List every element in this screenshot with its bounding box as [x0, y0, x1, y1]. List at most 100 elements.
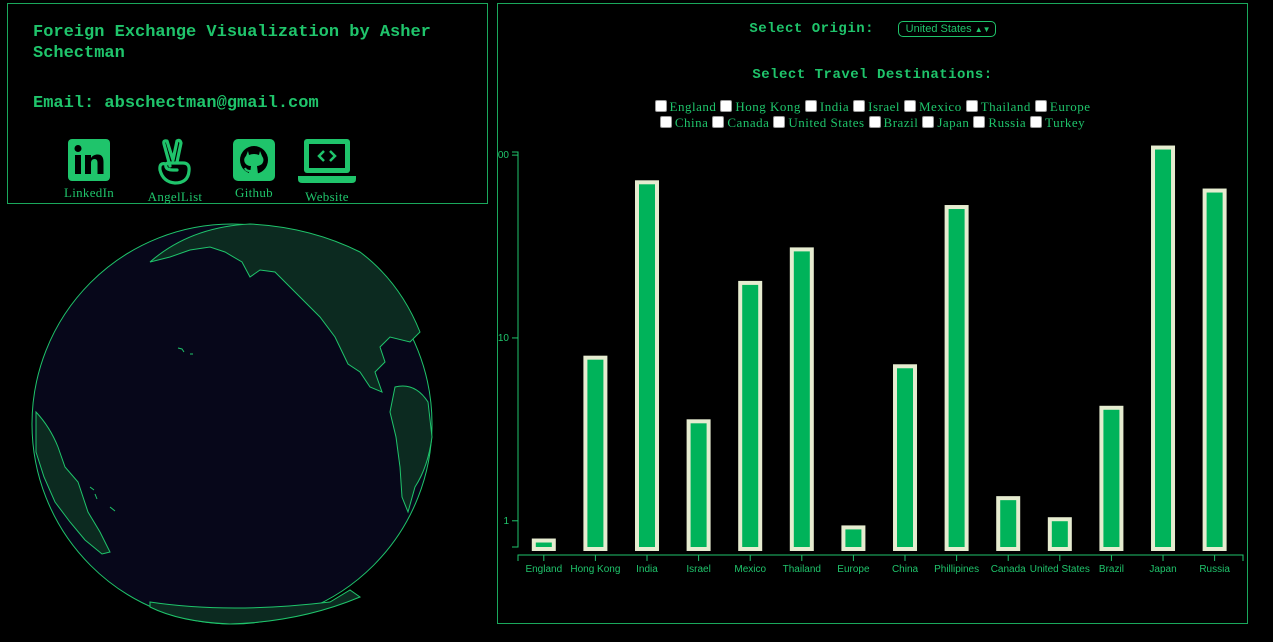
origin-select-value: United States — [905, 22, 972, 35]
globe-map[interactable] — [30, 222, 434, 626]
destination-checkbox-item[interactable]: Japan — [922, 115, 969, 131]
checkbox-label: Europe — [1049, 99, 1091, 114]
checkbox[interactable] — [712, 116, 725, 128]
checkbox[interactable] — [965, 100, 978, 112]
x-tick-label: Canada — [991, 564, 1026, 575]
x-tick-label: England — [525, 564, 562, 575]
checkbox[interactable] — [903, 100, 916, 112]
github-link[interactable]: Github — [214, 138, 294, 201]
destination-checkbox-item[interactable]: Mexico — [903, 99, 962, 115]
website-link[interactable]: Website — [287, 138, 367, 205]
bar[interactable] — [738, 280, 763, 551]
destination-checkbox-item[interactable]: Israel — [853, 99, 900, 115]
checkbox-label: Hong Kong — [735, 99, 801, 114]
bar[interactable] — [583, 355, 608, 551]
bar[interactable] — [686, 419, 711, 551]
origin-label: Select Origin: — [749, 20, 875, 37]
checkbox[interactable] — [868, 116, 881, 128]
checkbox-label: Thailand — [980, 99, 1031, 114]
bar[interactable] — [944, 205, 969, 552]
y-tick-label: 100 — [498, 150, 509, 161]
checkbox[interactable] — [1034, 100, 1047, 112]
destinations-label: Select Travel Destinations: — [752, 67, 993, 83]
bar[interactable] — [635, 180, 660, 552]
x-tick-label: Brazil — [1099, 564, 1124, 575]
destination-checkbox-item[interactable]: Europe — [1034, 99, 1091, 115]
y-tick-label: 1 — [503, 516, 509, 527]
github-icon — [233, 139, 275, 181]
chevron-updown-icon: ▲▼ — [974, 24, 991, 34]
destination-checkbox-item[interactable]: Canada — [712, 115, 769, 131]
checkbox-label: Turkey — [1045, 115, 1086, 130]
destination-checkbox-item[interactable]: Thailand — [965, 99, 1031, 115]
x-tick-label: Phillipines — [934, 564, 979, 575]
info-panel: Foreign Exchange Visualization by Asher … — [7, 3, 488, 204]
origin-select[interactable]: United States ▲▼ — [897, 20, 996, 37]
checkbox[interactable] — [654, 100, 667, 112]
checkbox-label: Brazil — [883, 115, 919, 130]
x-tick-label: Israel — [686, 564, 710, 575]
checkbox-label: Russia — [988, 115, 1027, 130]
y-tick-label: 10 — [498, 333, 509, 344]
destination-checkbox-item[interactable]: Hong Kong — [720, 99, 801, 115]
checkbox[interactable] — [853, 100, 866, 112]
x-tick-label: United States — [1030, 564, 1090, 575]
linkedin-link[interactable]: LinkedIn — [49, 138, 129, 201]
destination-checkbox-item[interactable]: Turkey — [1030, 115, 1085, 131]
destination-checkboxes-row-1: England Hong Kong India Israel Mexico Thailan… — [498, 99, 1247, 115]
bar[interactable] — [1151, 145, 1176, 552]
website-icon — [298, 139, 356, 183]
bar[interactable] — [1047, 517, 1072, 551]
checkbox-label: India — [819, 99, 850, 114]
x-tick-label: Hong Kong — [570, 564, 620, 575]
x-axis — [517, 554, 1244, 561]
x-tick-label: Thailand — [783, 564, 821, 575]
origin-row: Select Origin: United States ▲▼ — [498, 20, 1247, 38]
checkbox[interactable] — [773, 116, 786, 128]
destination-checkboxes-row-2: China Canada United States Brazil Japan Russi… — [498, 115, 1247, 131]
north-america-land — [149, 223, 421, 393]
linkedin-icon — [68, 139, 110, 181]
checkbox[interactable] — [720, 100, 733, 112]
destination-checkbox-item[interactable]: Brazil — [868, 115, 919, 131]
bar-chart: 1 10 100 England Hong Kong India Israel Mexico T… — [498, 145, 1244, 575]
email-text[interactable]: Email: abschectman@gmail.com — [33, 94, 319, 113]
south-america-land — [389, 385, 433, 514]
angellist-icon — [158, 138, 191, 185]
checkbox[interactable] — [659, 116, 672, 128]
australia-land — [35, 410, 111, 555]
checkbox-label: Israel — [868, 99, 900, 114]
page-title: Foreign Exchange Visualization by Asher … — [33, 23, 431, 63]
checkbox-label: United States — [788, 115, 865, 130]
checkbox-label: China — [674, 115, 709, 130]
linkedin-label: LinkedIn — [63, 185, 115, 200]
bar[interactable] — [531, 538, 556, 552]
checkbox[interactable] — [973, 116, 986, 128]
x-tick-label: Mexico — [734, 564, 766, 575]
destination-checkbox-item[interactable]: India — [804, 99, 850, 115]
bar[interactable] — [893, 364, 918, 551]
checkbox[interactable] — [922, 116, 935, 128]
bar[interactable] — [1099, 405, 1124, 551]
bar[interactable] — [1202, 188, 1227, 552]
github-label: Github — [235, 185, 273, 200]
destination-checkbox-item[interactable]: China — [659, 115, 709, 131]
checkbox[interactable] — [804, 100, 817, 112]
destination-checkbox-item[interactable]: Russia — [973, 115, 1026, 131]
bar[interactable] — [996, 496, 1021, 552]
destination-checkbox-item[interactable]: England — [654, 99, 717, 115]
x-tick-label: China — [892, 564, 919, 575]
checkbox[interactable] — [1030, 116, 1043, 128]
chart-panel: Select Origin: United States ▲▼ Select T… — [497, 3, 1248, 624]
angellist-label: AngelList — [147, 189, 203, 204]
bar[interactable] — [841, 525, 866, 551]
x-tick-label: Europe — [837, 564, 870, 575]
website-label: Website — [305, 189, 349, 204]
destination-checkbox-item[interactable]: United States — [773, 115, 864, 131]
antarctica-land — [149, 589, 362, 625]
x-tick-label: India — [636, 564, 658, 575]
x-tick-label: Russia — [1199, 564, 1230, 575]
angellist-link[interactable]: AngelList — [135, 138, 215, 205]
bar[interactable] — [789, 247, 814, 551]
checkbox-label: England — [669, 99, 717, 114]
